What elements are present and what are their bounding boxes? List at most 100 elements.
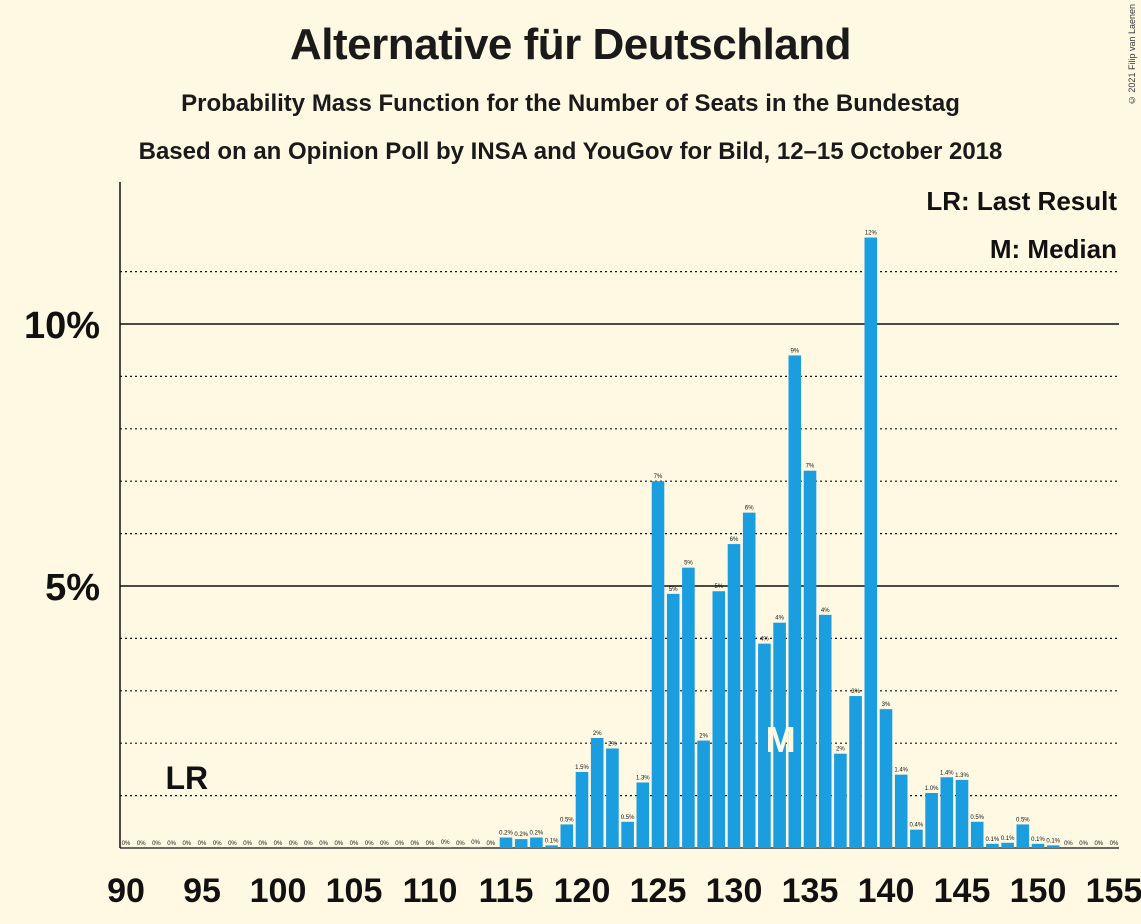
bar [879, 709, 893, 848]
bar-value-label: 9% [790, 348, 799, 354]
bar [849, 696, 862, 848]
bar-value-label: 0% [1094, 841, 1103, 847]
bar [499, 837, 513, 848]
bar-value-label: 0.5% [560, 817, 574, 823]
bar [940, 777, 954, 848]
bar-value-label: 4% [775, 616, 784, 622]
bar [925, 792, 938, 848]
bar-value-label: 4% [760, 637, 769, 643]
bar [986, 843, 999, 848]
bar [818, 614, 832, 848]
bar-value-label: 0.2% [530, 831, 544, 837]
bar-value-label: 1.0% [925, 786, 939, 792]
bar [834, 753, 847, 848]
bar [606, 748, 619, 848]
bar [788, 355, 802, 848]
bar-value-label: 4% [821, 608, 830, 614]
bar-value-label: 6% [730, 537, 739, 543]
bar [1031, 843, 1045, 848]
bar [514, 839, 528, 848]
bar [894, 774, 908, 848]
bar-value-label: 7% [806, 464, 815, 470]
bar-value-label: 0% [122, 841, 131, 847]
x-tick-label: 105 [326, 872, 383, 910]
bar-value-label: 0.5% [1016, 817, 1030, 823]
x-tick-label: 150 [1010, 872, 1067, 910]
bar-value-label: 2% [836, 747, 845, 753]
bar-value-label: 5% [669, 587, 678, 593]
bar [758, 643, 771, 848]
bar-value-label: 0.1% [545, 838, 559, 844]
bar-value-label: 2% [593, 731, 602, 737]
bar [1046, 845, 1060, 848]
chart-subtitle: Probability Mass Function for the Number… [181, 90, 960, 117]
x-tick-label: 140 [858, 872, 915, 910]
bar [682, 567, 695, 848]
bar-value-label: 0% [274, 841, 283, 847]
bar-value-label: 0% [137, 841, 146, 847]
bar-value-label: 0% [410, 841, 419, 847]
bar-value-label: 0.1% [986, 837, 1000, 843]
bar [864, 237, 878, 849]
bar-value-label: 6% [745, 506, 754, 512]
bar-value-label: 5% [714, 584, 723, 590]
bar [530, 837, 543, 848]
x-tick-label: 95 [183, 872, 221, 910]
chart-title: Alternative für Deutschland [289, 20, 852, 69]
bar-value-label: 0% [380, 841, 389, 847]
chart-subtitle-source: Based on an Opinion Poll by INSA and You… [138, 138, 1003, 165]
bar [590, 737, 604, 848]
bar-value-label: 3% [851, 689, 860, 695]
y-tick-label: 5% [45, 567, 100, 609]
bar [773, 622, 786, 848]
bar-value-label: 5% [684, 561, 693, 567]
bar-value-label: 2% [699, 734, 708, 740]
bar [970, 821, 984, 848]
bar-value-label: 0.2% [514, 832, 528, 838]
bar-value-label: 1.3% [636, 776, 650, 782]
bar-value-label: 0.1% [1001, 836, 1015, 842]
bar [651, 481, 665, 848]
x-tick-label: 145 [934, 872, 991, 910]
bar [727, 544, 741, 848]
bar-value-label: 1.5% [575, 765, 589, 771]
bar-value-label: 0% [304, 841, 313, 847]
bar-value-label: 0% [258, 841, 267, 847]
x-tick-label: 130 [706, 872, 763, 910]
bar [1016, 824, 1030, 848]
bar [955, 779, 969, 848]
bar [575, 772, 589, 848]
bar [697, 740, 710, 848]
legend-last-result: LR: Last Result [926, 186, 1117, 216]
bar-value-label: 3% [882, 702, 891, 708]
y-tick-label: 10% [24, 305, 100, 347]
bar-value-label: 0% [213, 841, 222, 847]
bar-value-label: 0% [182, 841, 191, 847]
bar-value-label: 0% [426, 841, 435, 847]
bar-value-label: 0% [1079, 841, 1088, 847]
bar-value-label: 0% [486, 841, 495, 847]
x-tick-label: 120 [554, 872, 611, 910]
bar-value-label: 0% [167, 841, 176, 847]
bar-value-label: 1.3% [955, 773, 969, 779]
x-tick-label: 125 [630, 872, 687, 910]
bar-value-label: 0% [365, 841, 374, 847]
bar-value-label: 0% [198, 841, 207, 847]
x-tick-label: 115 [479, 872, 534, 910]
x-tick-label: 135 [782, 872, 839, 910]
bar-value-label: 0.2% [499, 831, 513, 837]
bar-value-label: 0.5% [621, 815, 635, 821]
bar [803, 470, 817, 848]
bar-value-label: 2% [608, 741, 617, 747]
bar [666, 593, 680, 848]
bar-value-label: 0.1% [1031, 837, 1045, 843]
legend-median: M: Median [990, 234, 1117, 264]
x-tick-label: 110 [403, 872, 458, 910]
x-tick-label: 155 [1086, 872, 1141, 910]
bar-value-label: 0% [1064, 841, 1073, 847]
bar-value-label: 0% [471, 840, 480, 846]
bar-value-label: 0% [152, 841, 161, 847]
bar [712, 591, 726, 848]
bar [438, 846, 452, 848]
